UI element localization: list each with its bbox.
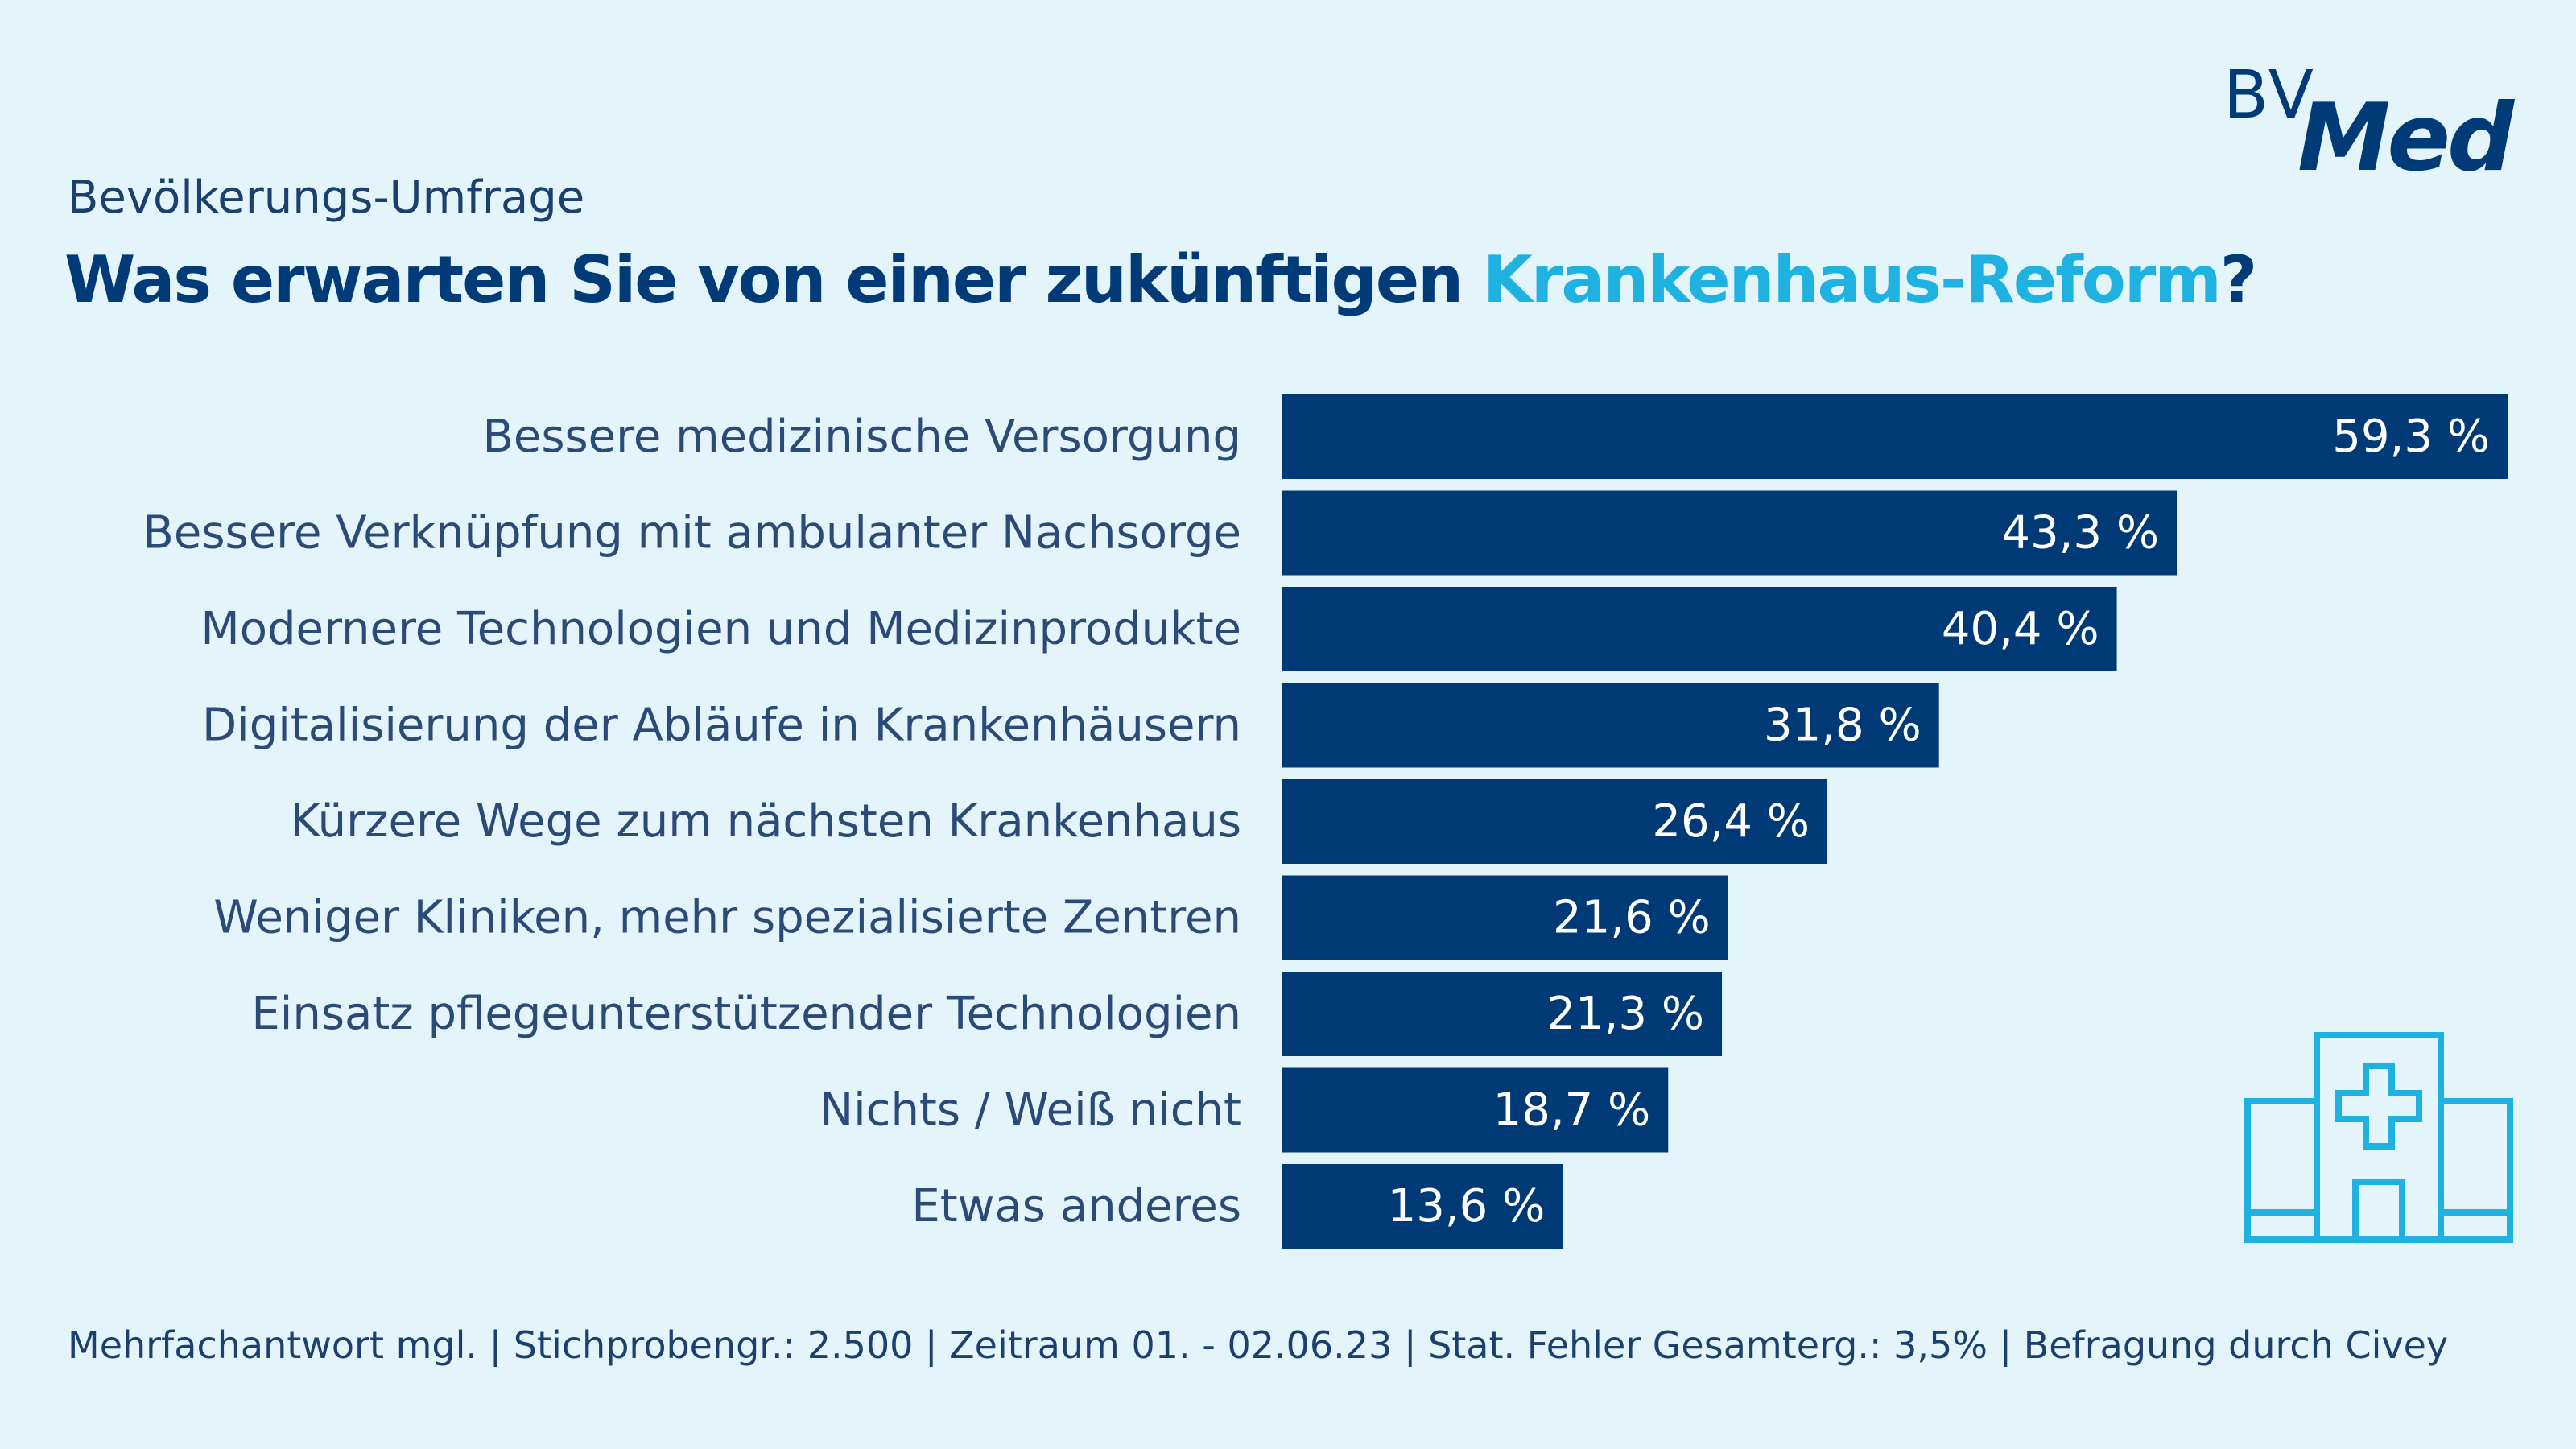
bar — [1282, 1164, 1563, 1249]
logo-bv-text: BV — [2223, 57, 2315, 134]
value-label: 40,4 % — [1942, 603, 2099, 655]
title-highlight: Krankenhaus-Reform — [1482, 242, 2222, 317]
category-label: Nichts / Weiß nicht — [819, 1084, 1241, 1137]
value-label: 13,6 % — [1388, 1180, 1546, 1232]
chart-title: Was erwarten Sie von einer zukünftigen K… — [64, 248, 2257, 312]
category-label: Kürzere Wege zum nächsten Krankenhaus — [291, 795, 1241, 848]
bvmed-logo: BV Med — [2223, 57, 2514, 192]
value-label: 21,6 % — [1553, 892, 1711, 944]
title-prefix: Was erwarten Sie von einer zukünftigen — [64, 242, 1483, 317]
category-label: Weniger Kliniken, mehr spezialisierte Ze… — [213, 892, 1241, 944]
category-label: Digitalisierung der Abläufe in Krankenhä… — [202, 700, 1241, 752]
logo-med-text: Med — [2297, 84, 2514, 192]
footnote: Mehrfachantwort mgl. | Stichprobengr.: 2… — [68, 1323, 2449, 1367]
category-label: Modernere Technologien und Medizinproduk… — [200, 603, 1241, 655]
category-label: Bessere Verknüpfung mit ambulanter Nachs… — [142, 507, 1241, 559]
value-label: 31,8 % — [1764, 700, 1922, 752]
bar — [1282, 587, 2117, 671]
survey-subtitle: Bevölkerungs-Umfrage — [68, 171, 585, 224]
bar — [1282, 683, 1939, 768]
bar — [1282, 1067, 1669, 1153]
bar — [1282, 875, 1728, 960]
value-label: 59,3 % — [2332, 411, 2490, 463]
hospital-icon — [2244, 1032, 2513, 1243]
value-label: 21,3 % — [1546, 988, 1704, 1040]
category-label: Etwas anderes — [911, 1180, 1241, 1232]
category-label: Bessere medizinische Versorgung — [482, 411, 1241, 463]
bar — [1282, 394, 2508, 479]
title-suffix: ? — [2219, 242, 2257, 317]
value-label: 26,4 % — [1652, 795, 1810, 848]
bar — [1282, 972, 1723, 1056]
bar — [1282, 779, 1828, 864]
bar — [1282, 490, 2178, 576]
value-label: 43,3 % — [2001, 507, 2159, 559]
category-label: Einsatz pflegeunterstützender Technologi… — [251, 988, 1241, 1040]
value-label: 18,7 % — [1493, 1084, 1651, 1137]
